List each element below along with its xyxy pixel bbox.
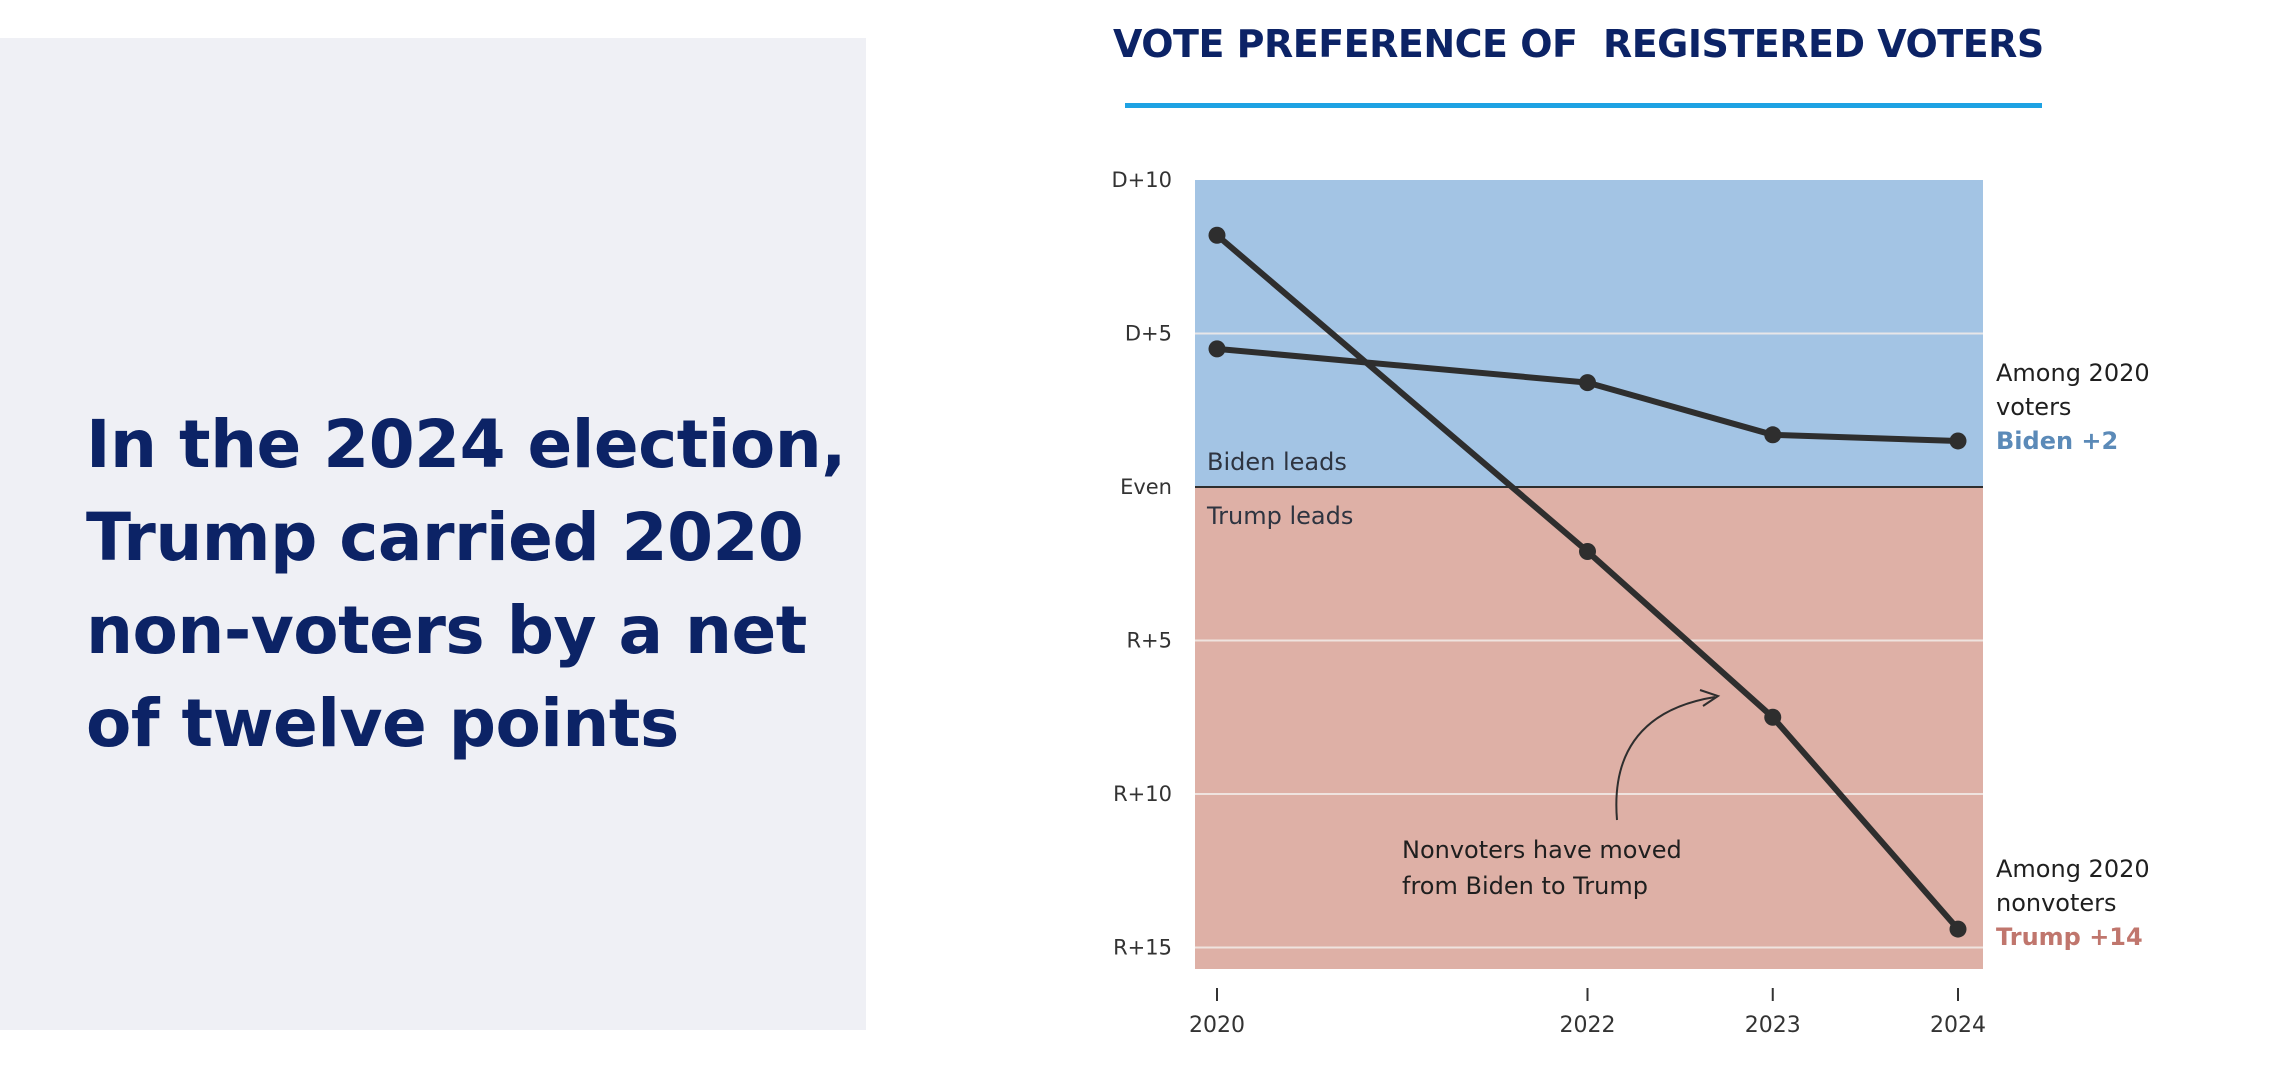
series-point-0 — [1764, 426, 1782, 444]
series-label: voters — [1996, 393, 2071, 421]
annotation-arrowhead — [1699, 689, 1721, 707]
x-tick-label: 2020 — [1189, 1013, 1245, 1038]
chart-title: VOTE PREFERENCE OF REGISTERED VOTERS — [1113, 22, 2044, 66]
series-label: Among 2020 — [1996, 359, 2150, 387]
y-tick-label: R+15 — [1113, 936, 1172, 960]
x-tick-label: 2022 — [1560, 1013, 1616, 1038]
y-tick-label: Even — [1120, 475, 1172, 499]
series-point-0 — [1949, 432, 1967, 450]
series-result-label: Trump +14 — [1996, 923, 2143, 951]
series-line-1 — [1214, 232, 1961, 933]
y-tick-label: R+5 — [1126, 629, 1172, 653]
series-result-label: Biden +2 — [1996, 427, 2118, 455]
series-label: nonvoters — [1996, 889, 2117, 917]
title-underline — [1125, 103, 2042, 108]
line-chart: D+10 D+5 Even R+5 R+10 R+15 Biden leads Trump l… — [1112, 168, 2150, 1038]
trump-leads-label: Trump leads — [1206, 502, 1353, 530]
y-tick-label: R+10 — [1113, 782, 1172, 806]
series-point-1 — [1579, 542, 1596, 560]
series-label: Among 2020 — [1996, 855, 2150, 883]
series-point-0 — [1579, 374, 1596, 392]
series-point-1 — [1764, 708, 1782, 726]
annotation-arrow — [1615, 696, 1716, 821]
series-line-0 — [1214, 345, 1961, 444]
x-tick-label: 2024 — [1930, 1013, 1986, 1038]
biden-leads-label: Biden leads — [1207, 448, 1347, 476]
annotation-text: Nonvoters have moved — [1402, 836, 1682, 864]
y-tick-label: D+5 — [1125, 322, 1172, 346]
series-point-1 — [1949, 920, 1967, 938]
series-point-1 — [1208, 226, 1226, 244]
headline: In the 2024 election, Trump carried 2020… — [86, 406, 846, 762]
series-point-0 — [1208, 340, 1226, 358]
x-tick-label: 2023 — [1745, 1013, 1801, 1038]
annotation-text: from Biden to Trump — [1402, 872, 1648, 900]
left-panel: In the 2024 election, Trump carried 2020… — [0, 38, 866, 1030]
trump-leads-region — [1195, 487, 1983, 969]
y-tick-label: D+10 — [1112, 168, 1173, 192]
